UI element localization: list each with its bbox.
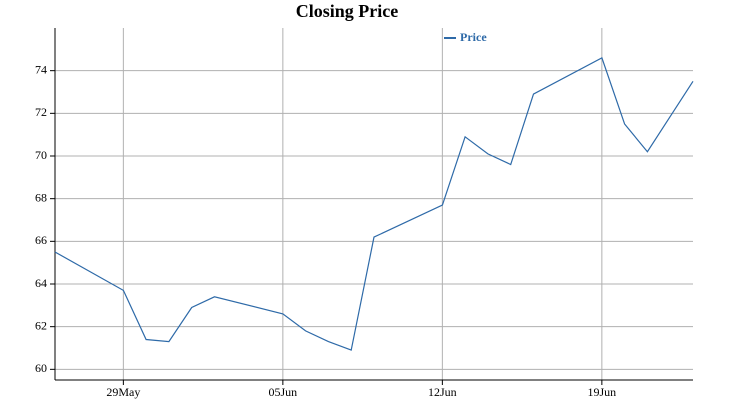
chart-title: Closing Price [296, 1, 398, 21]
y-tick-label: 64 [35, 276, 47, 290]
x-tick-label: 19Jun [588, 385, 617, 399]
y-tick-label: 68 [35, 190, 47, 204]
x-tick-label: 05Jun [269, 385, 298, 399]
y-tick-label: 66 [35, 233, 47, 247]
x-tick-label: 12Jun [428, 385, 457, 399]
legend-label: Price [460, 30, 487, 44]
y-tick-label: 72 [35, 105, 47, 119]
x-tick-label: 29May [106, 385, 140, 399]
price-line [54, 57, 694, 351]
y-tick-label: 74 [35, 62, 47, 76]
y-tick-label: 60 [35, 361, 47, 375]
y-tick-label: 62 [35, 318, 47, 332]
y-tick-label: 70 [35, 148, 47, 162]
